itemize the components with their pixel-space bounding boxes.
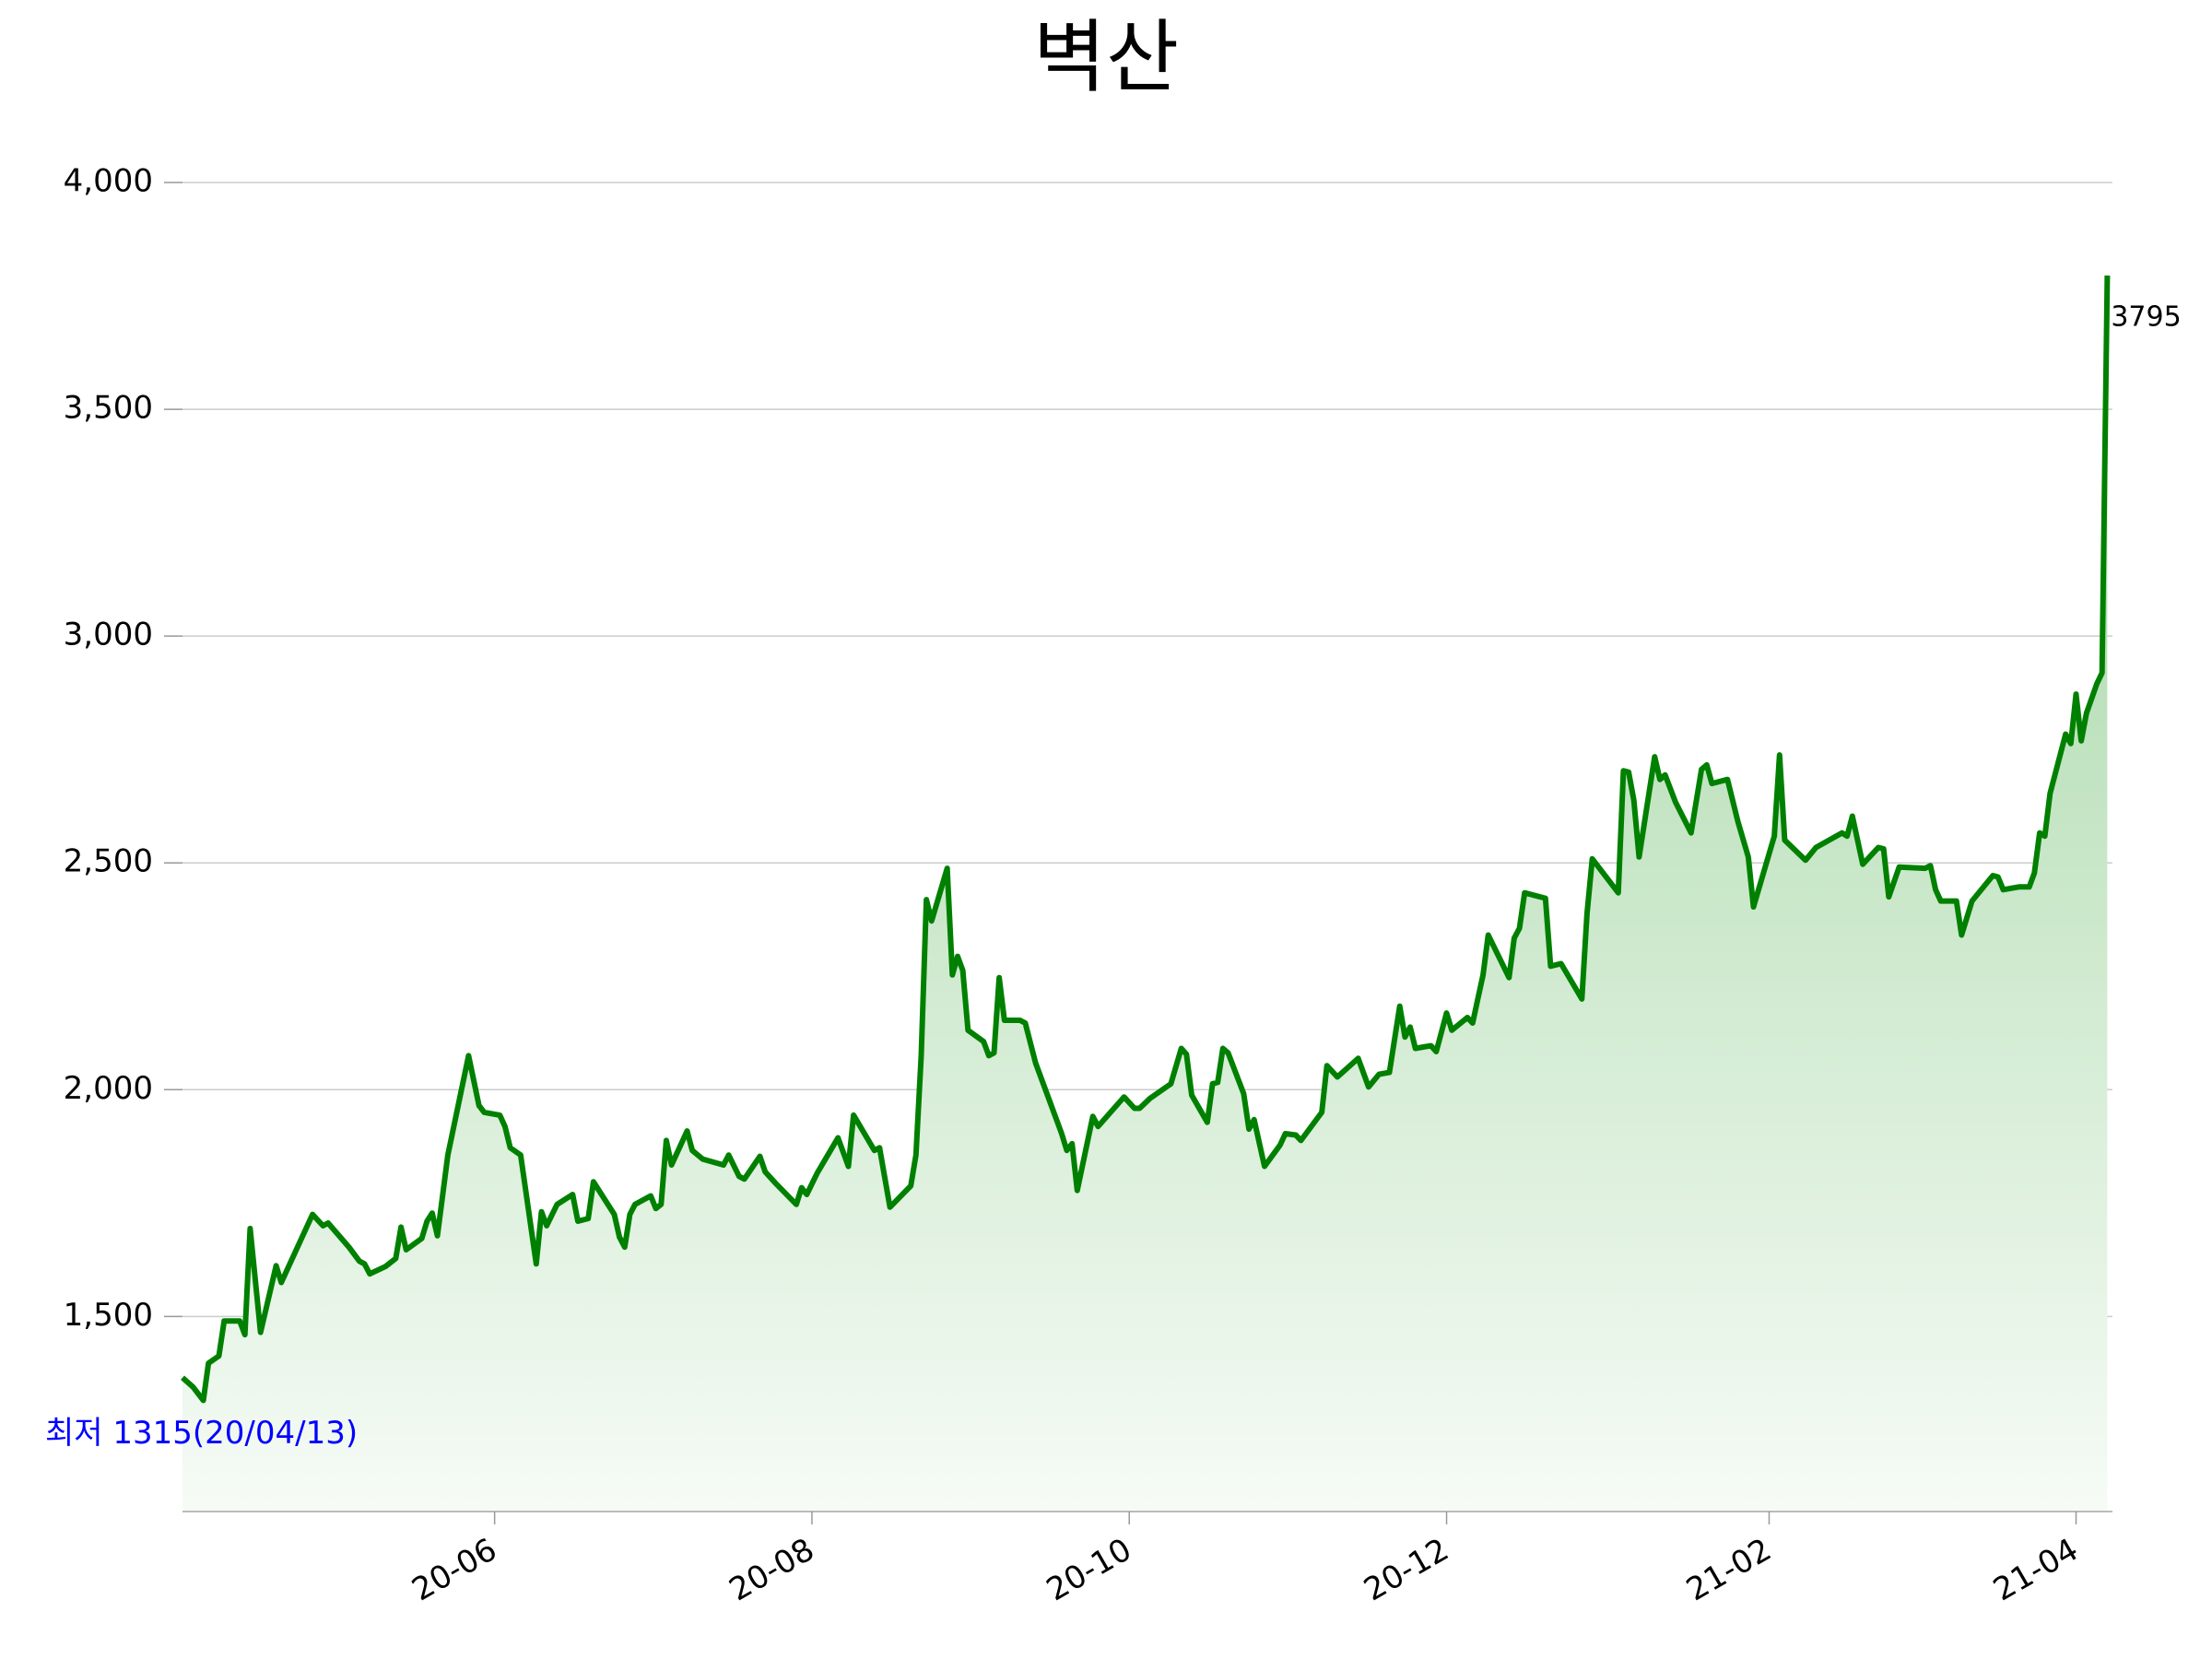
- x-tick-label: 21-04: [1987, 1531, 2085, 1608]
- y-tick-label: 2,000: [64, 1070, 153, 1107]
- x-tick-label: 21-02: [1680, 1531, 1778, 1608]
- chart-title: 벽산: [1033, 11, 1179, 103]
- min-label: 최저 1315(20/04/13): [45, 1415, 358, 1452]
- price-line: [181, 275, 2111, 1404]
- y-tick-label: 2,500: [64, 843, 153, 880]
- x-tick-label: 20-10: [1041, 1531, 1138, 1608]
- last-value-label: 3795: [2111, 300, 2181, 333]
- x-tick-label: 20-06: [406, 1531, 503, 1608]
- y-tick-label: 3,500: [64, 390, 153, 427]
- x-tick-label: 20-08: [724, 1531, 821, 1608]
- y-tick-label: 4,000: [64, 163, 153, 200]
- y-tick-label: 1,500: [64, 1297, 153, 1334]
- y-tick-label: 3,000: [64, 617, 153, 653]
- area: [182, 275, 2108, 1512]
- x-tick-label: 20-12: [1358, 1531, 1455, 1608]
